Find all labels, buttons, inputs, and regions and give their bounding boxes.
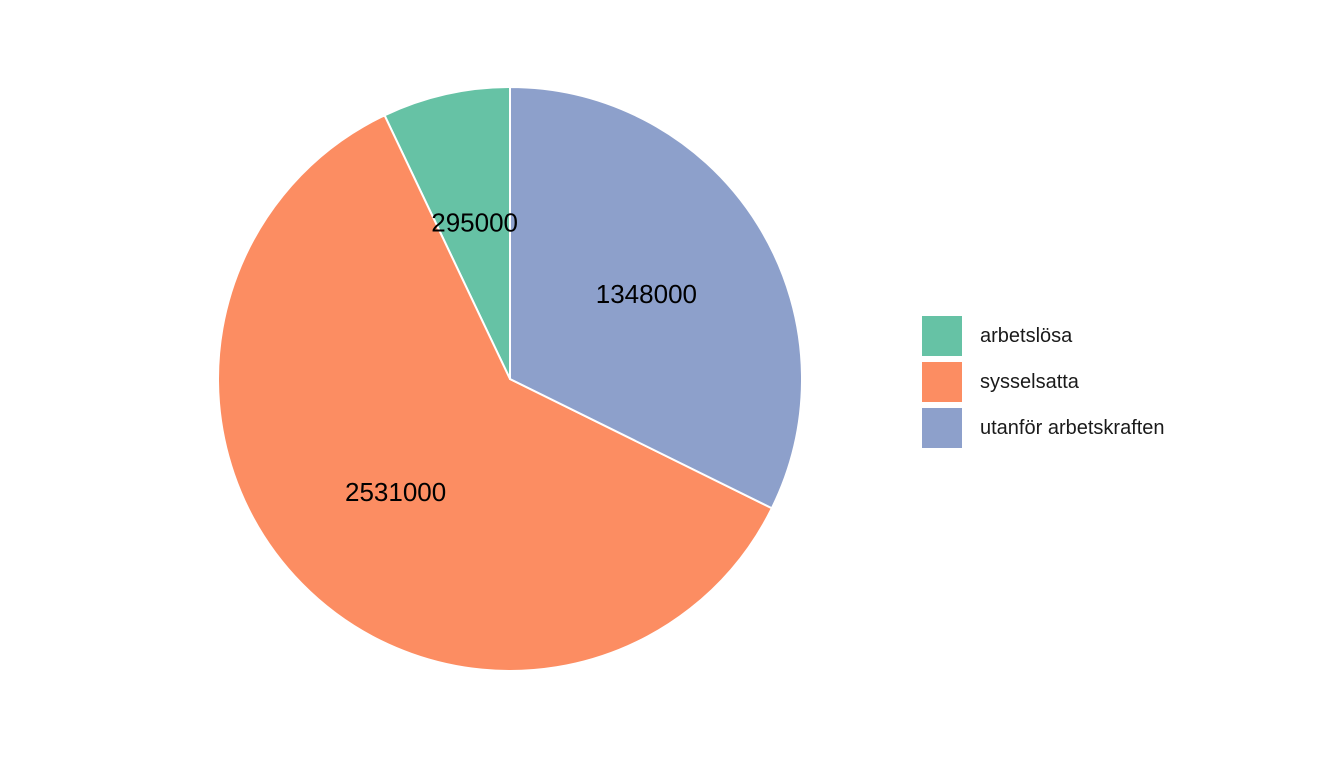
legend-label-arbetslosa: arbetslösa: [980, 324, 1073, 347]
legend-swatch-arbetslosa: [922, 316, 962, 356]
pie-slices: [217, 85, 803, 672]
legend-swatch-utanfor-arbetskraften: [922, 408, 962, 448]
legend-swatch-sysselsatta: [922, 362, 962, 402]
legend-item-sysselsatta: sysselsatta: [922, 359, 1165, 405]
legend-item-utanfor-arbetskraften: utanför arbetskraften: [922, 405, 1165, 451]
pie-slice-arbetslosa: [383, 85, 511, 380]
pie-slice-labels: 295000 2531000 1348000: [345, 207, 697, 506]
slice-value-label-utanfor-arbetskraften: 1348000: [596, 279, 697, 309]
pie-slice-sysselsatta: [217, 113, 774, 672]
legend-label-utanfor-arbetskraften: utanför arbetskraften: [980, 416, 1165, 439]
legend: arbetslösa sysselsatta utanför arbetskra…: [922, 313, 1165, 451]
pie-slice-utanfor-arbetskraften: [509, 85, 803, 510]
slice-value-label-sysselsatta: 2531000: [345, 477, 446, 507]
slice-value-label-arbetslosa: 295000: [431, 207, 518, 237]
legend-item-arbetslosa: arbetslösa: [922, 313, 1165, 359]
legend-label-sysselsatta: sysselsatta: [980, 370, 1079, 393]
